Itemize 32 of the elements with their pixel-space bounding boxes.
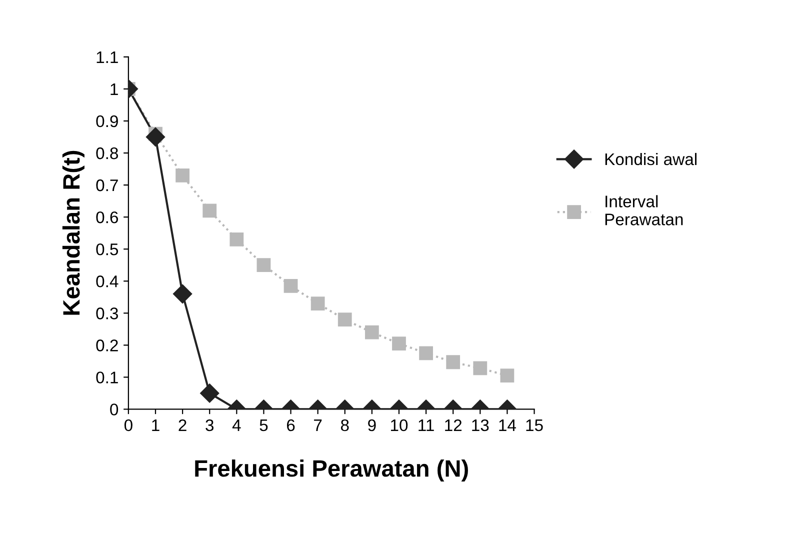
- y-tick-label: 1: [110, 84, 118, 95]
- x-tick-label: 7: [314, 420, 322, 432]
- legend-label: Interval Perawatan: [605, 195, 683, 226]
- x-tick-label: 10: [390, 419, 408, 432]
- y-tick-label: 0.5: [96, 243, 118, 256]
- x-tick-label: 11: [418, 420, 434, 432]
- y-tick-label: 0.8: [96, 147, 118, 160]
- y-tick-label: 0: [110, 404, 118, 416]
- y-tick-label: 0.2: [96, 340, 118, 352]
- y-tick-label: 0.7: [96, 179, 118, 192]
- y-axis-title: Keandalan R(t): [62, 150, 84, 315]
- y-tick-label: 1.1: [96, 51, 118, 63]
- x-tick-label: 14: [499, 420, 516, 432]
- x-tick-label: 4: [232, 420, 241, 432]
- x-tick-label: 3: [206, 419, 214, 432]
- x-tick-label: 1: [152, 420, 160, 432]
- x-tick-label: 0: [124, 419, 132, 432]
- y-tick-label: 0.1: [96, 372, 118, 384]
- x-tick-label: 2: [178, 419, 186, 432]
- x-tick-label: 5: [260, 420, 268, 432]
- x-tick-label: 9: [368, 419, 376, 432]
- x-axis-title: Frekuensi Perawatan (N): [195, 459, 468, 482]
- y-tick-label: 0.3: [96, 308, 118, 320]
- y-tick-label: 0.6: [96, 211, 118, 224]
- x-tick-label: 13: [472, 419, 489, 432]
- y-tick-label: 0.4: [96, 276, 118, 288]
- x-tick-label: 15: [526, 420, 543, 432]
- x-tick-label: 8: [340, 419, 349, 432]
- x-tick-label: 6: [286, 419, 295, 432]
- y-tick-label: 0.9: [96, 115, 118, 128]
- x-tick-label: 12: [445, 419, 462, 432]
- legend-label: Kondisi awal: [605, 152, 697, 166]
